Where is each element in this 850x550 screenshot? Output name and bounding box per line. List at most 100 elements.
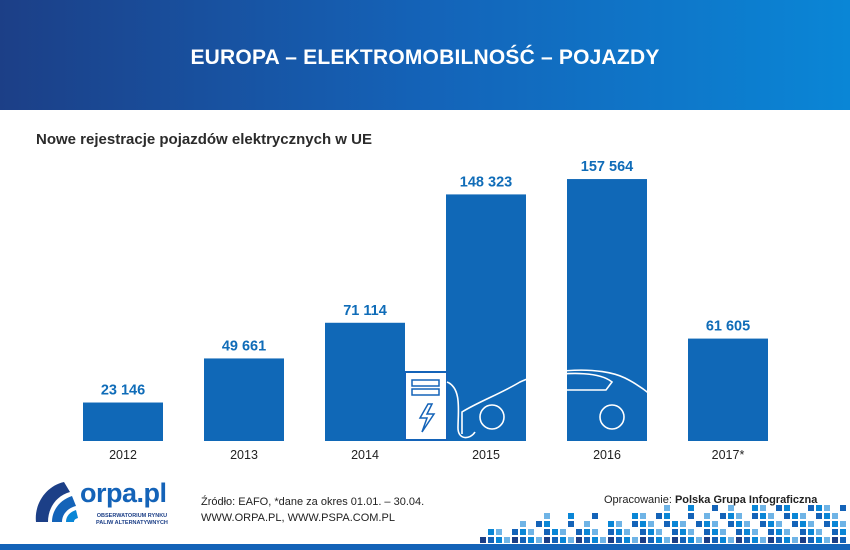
pixel-square: [744, 521, 750, 527]
pixel-square: [624, 529, 630, 535]
pixel-square: [656, 513, 662, 519]
pixel-square: [664, 521, 670, 527]
pixel-square: [808, 521, 814, 527]
pixel-square: [752, 537, 758, 543]
pixel-square: [568, 513, 574, 519]
bar-2016: [567, 179, 647, 441]
pixel-square: [552, 537, 558, 543]
pixel-square: [744, 529, 750, 535]
pixel-square: [488, 537, 494, 543]
pixel-square: [768, 513, 774, 519]
value-label-2017*: 61 605: [706, 319, 750, 335]
value-label-2012: 23 146: [101, 383, 145, 399]
pixel-square: [720, 513, 726, 519]
pixel-square: [640, 529, 646, 535]
pixel-square: [832, 521, 838, 527]
pixel-square: [792, 513, 798, 519]
pixel-square: [760, 537, 766, 543]
pixel-decoration: [480, 505, 846, 543]
source-line-2: WWW.ORPA.PL, WWW.PSPA.COM.PL: [201, 512, 395, 524]
pixel-square: [552, 529, 558, 535]
pixel-square: [520, 537, 526, 543]
pixel-square: [728, 521, 734, 527]
pixel-square: [616, 529, 622, 535]
pixel-square: [656, 537, 662, 543]
pixel-square: [712, 537, 718, 543]
pixel-square: [640, 521, 646, 527]
orpa-logo: orpa.pl OBSERWATORIUM RYNKU PALIW ALTERN…: [30, 476, 200, 536]
pixel-square: [592, 529, 598, 535]
category-label-2012: 2012: [109, 448, 137, 462]
value-label-2013: 49 661: [222, 338, 266, 354]
pixel-square: [656, 529, 662, 535]
pixel-square: [776, 529, 782, 535]
pixel-square: [816, 537, 822, 543]
pixel-square: [824, 521, 830, 527]
pixel-square: [632, 521, 638, 527]
chart-title: Nowe rejestracje pojazdów elektrycznych …: [36, 131, 372, 148]
pixel-square: [728, 505, 734, 511]
bottom-bar: [0, 544, 850, 550]
pixel-square: [568, 537, 574, 543]
credit-note: Opracowanie: Polska Grupa Infograficzna: [604, 494, 817, 506]
header-banner: EUROPA – ELEKTROMOBILNOŚĆ – POJAZDY: [0, 0, 850, 110]
pixel-square: [840, 529, 846, 535]
category-label-2013: 2013: [230, 448, 258, 462]
pixel-square: [592, 513, 598, 519]
pixel-square: [840, 537, 846, 543]
pixel-square: [608, 529, 614, 535]
category-label-2015: 2015: [472, 448, 500, 462]
pixel-square: [792, 537, 798, 543]
pixel-square: [544, 513, 550, 519]
pixel-square: [664, 505, 670, 511]
pixel-square: [528, 529, 534, 535]
pixel-square: [544, 537, 550, 543]
pixel-square: [808, 537, 814, 543]
pixel-square: [616, 537, 622, 543]
pixel-square: [584, 537, 590, 543]
logo-tagline: OBSERWATORIUM RYNKU PALIW ALTERNATYWNYCH: [96, 513, 168, 526]
orpa-logo-mark-icon: [35, 482, 78, 522]
pixel-square: [776, 521, 782, 527]
pixel-square: [720, 537, 726, 543]
pixel-square: [816, 505, 822, 511]
pixel-square: [488, 529, 494, 535]
pixel-square: [576, 529, 582, 535]
pixel-square: [648, 529, 654, 535]
pixel-square: [680, 537, 686, 543]
pixel-square: [712, 521, 718, 527]
pixel-square: [496, 529, 502, 535]
pixel-square: [624, 537, 630, 543]
pixel-square: [840, 521, 846, 527]
pixel-square: [664, 513, 670, 519]
pixel-square: [584, 529, 590, 535]
pixel-square: [688, 505, 694, 511]
pixel-square: [744, 537, 750, 543]
pixel-square: [704, 529, 710, 535]
pixel-square: [688, 537, 694, 543]
source-line-1: Źródło: EAFO, *dane za okres 01.01. – 30…: [201, 496, 425, 508]
pixel-square: [536, 521, 542, 527]
pixel-square: [640, 537, 646, 543]
category-label-2016: 2016: [593, 448, 621, 462]
pixel-square: [768, 529, 774, 535]
pixel-square: [544, 529, 550, 535]
pixel-square: [512, 537, 518, 543]
pixel-square: [648, 537, 654, 543]
value-label-2015: 148 323: [460, 174, 512, 190]
pixel-square: [760, 521, 766, 527]
pixel-square: [712, 529, 718, 535]
pixel-square: [616, 521, 622, 527]
bar-2012: [83, 402, 163, 441]
pixel-square: [608, 521, 614, 527]
pixel-square: [520, 529, 526, 535]
pixel-square: [784, 537, 790, 543]
pixel-square: [784, 513, 790, 519]
pixel-square: [632, 513, 638, 519]
pixel-square: [704, 537, 710, 543]
pixel-square: [512, 529, 518, 535]
pixel-square: [736, 537, 742, 543]
pixel-square: [752, 505, 758, 511]
pixel-square: [784, 529, 790, 535]
ev-charger-illustration: [404, 371, 476, 441]
